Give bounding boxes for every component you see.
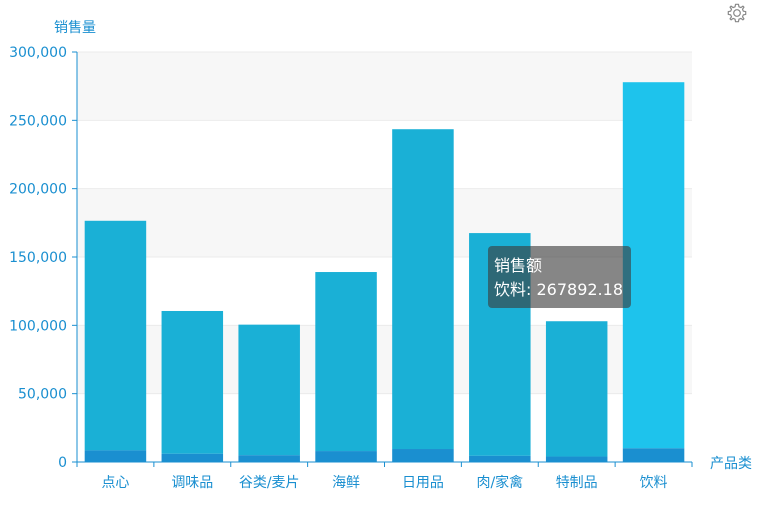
x-axis-title: 产品类 — [710, 456, 752, 472]
y-tick-label: 0 — [58, 455, 67, 471]
bar-sales-volume — [469, 455, 531, 462]
bar-sales-amount — [238, 324, 300, 456]
axes — [72, 51, 693, 467]
chart-tooltip: 销售额 饮料: 267892.18 — [488, 246, 631, 308]
x-tick-label: 海鲜 — [332, 475, 360, 491]
bar-sales-amount — [315, 272, 377, 452]
bar-sales-volume — [161, 453, 224, 462]
bar-sales-amount — [161, 310, 224, 454]
x-tick-label: 饮料 — [640, 475, 668, 491]
bar-sales-amount — [545, 321, 608, 457]
y-axis-title: 销售量 — [54, 20, 96, 36]
y-tick-label: 200,000 — [9, 182, 67, 198]
bar-sales-volume — [315, 451, 377, 462]
bar-sales-amount — [392, 129, 454, 450]
tooltip-series-name: 销售额 — [494, 256, 543, 275]
x-tick-label: 谷类/麦片 — [239, 475, 300, 491]
split-band — [77, 188, 692, 257]
bar-sales-volume — [238, 455, 300, 462]
bars — [84, 82, 685, 462]
bar-sales-volume — [545, 456, 608, 462]
y-tick-label: 100,000 — [9, 318, 67, 334]
y-tick-label: 250,000 — [9, 113, 67, 129]
gear-icon[interactable] — [726, 2, 748, 24]
tick-labels: 0 50,000 100,000 150,000 200,000 250,000 300,0… — [9, 45, 667, 491]
x-tick-label: 特制品 — [556, 475, 598, 491]
x-tick-label: 日用品 — [402, 475, 444, 491]
split-band — [77, 52, 692, 121]
x-tick-label: 肉/家禽 — [476, 474, 523, 491]
bar-sales-amount — [84, 220, 147, 451]
tooltip-value: 饮料: 267892.18 — [494, 280, 624, 299]
bar-sales-amount — [622, 82, 685, 449]
y-tick-label: 50,000 — [18, 387, 67, 403]
y-tick-label: 300,000 — [9, 45, 67, 61]
bar-sales-volume — [392, 449, 454, 462]
y-tick-label: 150,000 — [9, 250, 67, 266]
x-tick-label: 调味品 — [171, 475, 213, 491]
bar-sales-volume — [622, 448, 685, 462]
x-tick-label: 点心 — [101, 475, 129, 491]
bar-sales-volume — [84, 450, 147, 462]
